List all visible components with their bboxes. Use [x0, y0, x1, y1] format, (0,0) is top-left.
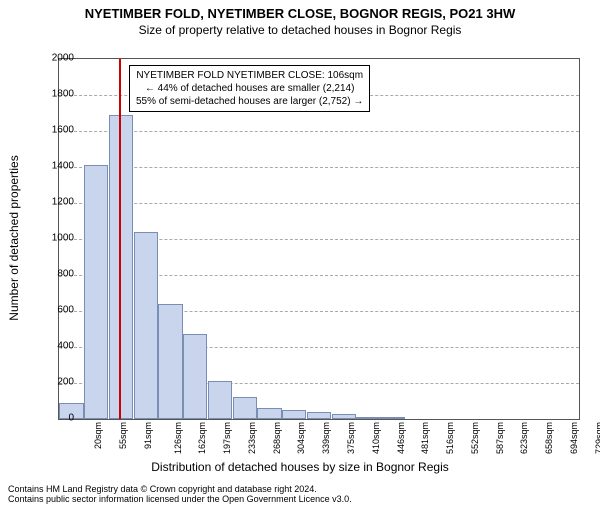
histogram-bar: [183, 334, 207, 420]
histogram-bar: [134, 232, 158, 419]
annotation-line1: NYETIMBER FOLD NYETIMBER CLOSE: 106sqm: [136, 69, 363, 82]
ytick-label: 200: [34, 377, 74, 388]
chart-subtitle: Size of property relative to detached ho…: [0, 23, 600, 37]
ytick-label: 400: [34, 341, 74, 352]
ytick-label: 0: [34, 413, 74, 424]
xtick-label: 481sqm: [420, 422, 430, 454]
xtick-label: 375sqm: [346, 422, 356, 454]
xtick-label: 126sqm: [173, 422, 183, 454]
ytick-label: 600: [34, 305, 74, 316]
xtick-label: 587sqm: [495, 422, 505, 454]
xtick-label: 20sqm: [93, 422, 103, 449]
ytick-label: 1400: [34, 161, 74, 172]
annotation-line3: 55% of semi-detached houses are larger (…: [136, 95, 363, 108]
histogram-bar: [158, 304, 182, 419]
gridline: [59, 167, 579, 168]
ytick-label: 1600: [34, 125, 74, 136]
histogram-bar: [307, 412, 331, 419]
xtick-label: 233sqm: [247, 422, 257, 454]
histogram-bar: [257, 408, 281, 419]
xtick-label: 268sqm: [272, 422, 282, 454]
marker-line: [119, 59, 121, 419]
histogram-bar: [208, 381, 232, 419]
chart-title: NYETIMBER FOLD, NYETIMBER CLOSE, BOGNOR …: [0, 6, 600, 21]
y-axis-label: Number of detached properties: [7, 155, 21, 320]
xtick-label: 410sqm: [371, 422, 381, 454]
xtick-label: 623sqm: [519, 422, 529, 454]
ytick-label: 2000: [34, 53, 74, 64]
histogram-bar: [356, 417, 380, 419]
annotation-line2: ← 44% of detached houses are smaller (2,…: [136, 82, 363, 95]
histogram-bar: [84, 165, 108, 419]
x-axis-label: Distribution of detached houses by size …: [0, 460, 600, 474]
xtick-label: 55sqm: [118, 422, 128, 449]
xtick-label: 694sqm: [569, 422, 579, 454]
xtick-label: 304sqm: [297, 422, 307, 454]
xtick-label: 197sqm: [222, 422, 232, 454]
xtick-label: 658sqm: [544, 422, 554, 454]
footer-attribution: Contains HM Land Registry data © Crown c…: [8, 484, 352, 504]
histogram-bar: [332, 414, 356, 419]
xtick-label: 516sqm: [445, 422, 455, 454]
ytick-label: 1000: [34, 233, 74, 244]
gridline: [59, 203, 579, 204]
xtick-label: 729sqm: [594, 422, 600, 454]
ytick-label: 1800: [34, 89, 74, 100]
annotation-box: NYETIMBER FOLD NYETIMBER CLOSE: 106sqm← …: [129, 65, 370, 112]
ytick-label: 1200: [34, 197, 74, 208]
xtick-label: 91sqm: [143, 422, 153, 449]
xtick-label: 339sqm: [321, 422, 331, 454]
gridline: [59, 131, 579, 132]
histogram-bar: [233, 397, 257, 419]
footer-line2: Contains public sector information licen…: [8, 494, 352, 504]
plot-area: NYETIMBER FOLD NYETIMBER CLOSE: 106sqm← …: [58, 58, 580, 420]
footer-line1: Contains HM Land Registry data © Crown c…: [8, 484, 352, 494]
histogram-bar: [381, 417, 405, 419]
histogram-bar: [109, 115, 133, 419]
ytick-label: 800: [34, 269, 74, 280]
xtick-label: 446sqm: [396, 422, 406, 454]
xtick-label: 162sqm: [197, 422, 207, 454]
xtick-label: 552sqm: [470, 422, 480, 454]
histogram-bar: [282, 410, 306, 419]
